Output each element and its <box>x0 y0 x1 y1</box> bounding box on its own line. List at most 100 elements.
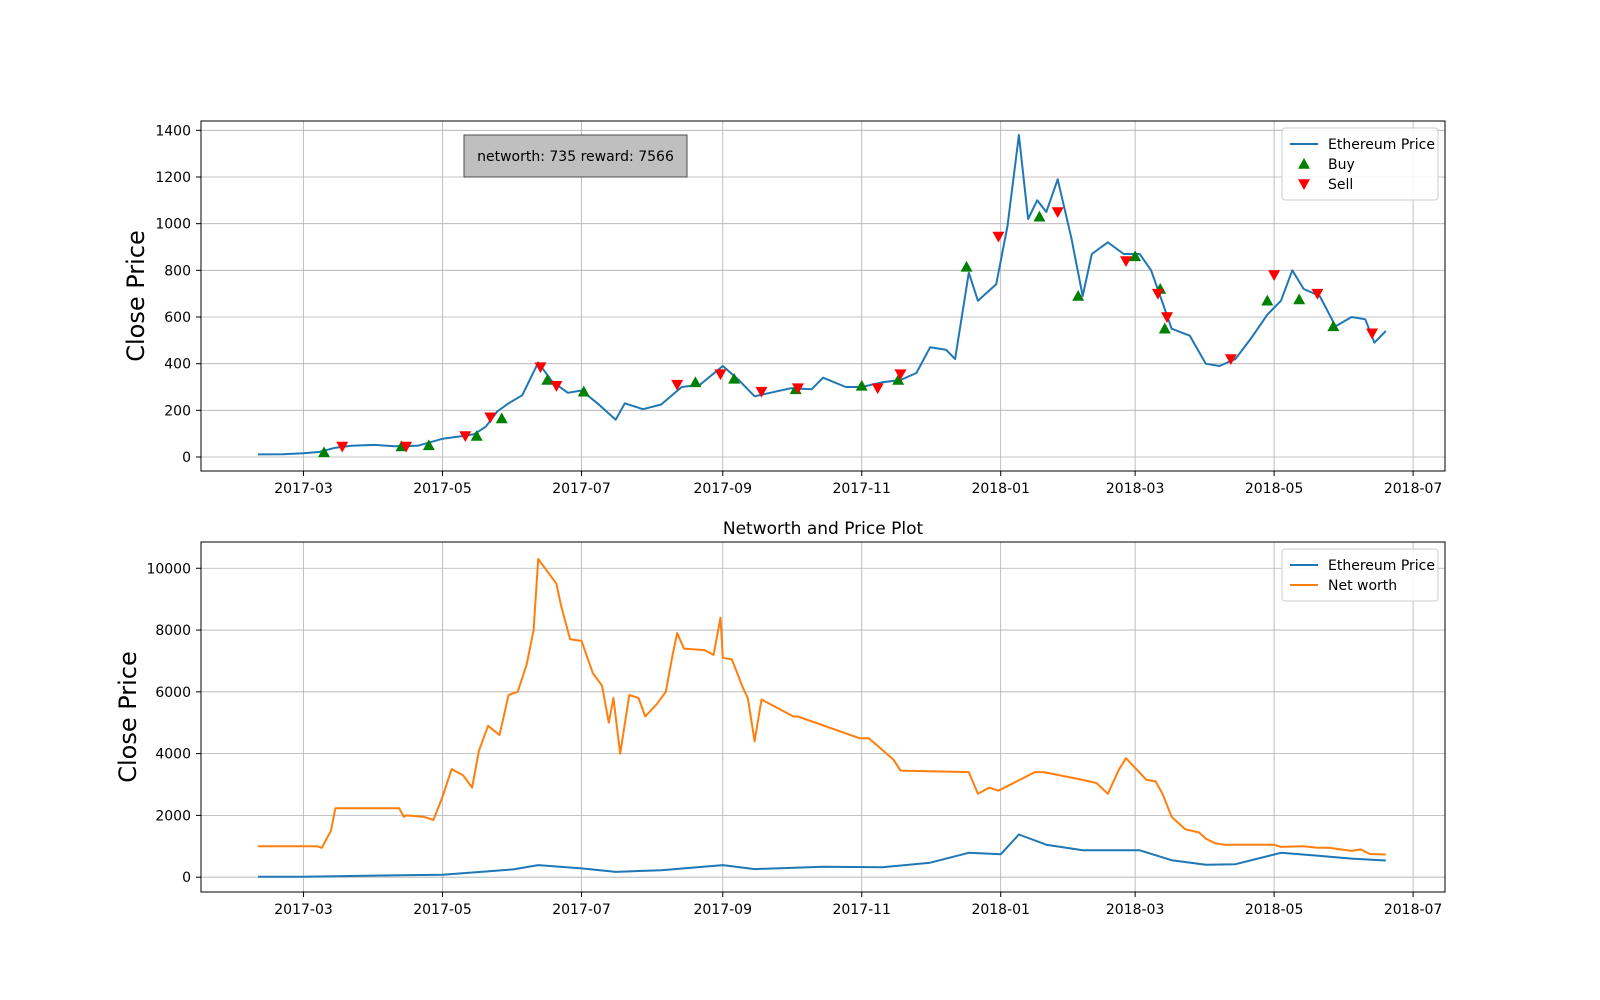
y-tick-label: 1200 <box>155 170 191 186</box>
sell-marker <box>534 362 547 374</box>
x-axis-ticks: 2017-03 2017-05 2017-07 2017-09 2017-11 2018-… <box>274 471 1442 497</box>
x-tick-label: 2018-03 <box>1106 902 1165 918</box>
x-tick-label: 2018-05 <box>1245 902 1304 918</box>
legend-label: Sell <box>1328 177 1353 193</box>
x-tick-label: 2018-01 <box>971 902 1030 918</box>
legend: Ethereum Price Buy Sell <box>1281 127 1439 201</box>
sell-marker <box>1311 288 1324 300</box>
series-line-ethereum-price <box>257 833 1386 878</box>
x-tick-label: 2017-03 <box>274 481 333 497</box>
sell-marker <box>1051 207 1064 218</box>
sell-marker <box>400 441 413 453</box>
x-tick-label: 2018-05 <box>1245 481 1304 497</box>
series-layer <box>257 134 1387 456</box>
buy-marker <box>1129 250 1142 262</box>
series-line-net-worth <box>258 558 1386 856</box>
sell-marker <box>1151 288 1164 300</box>
legend-label: Net worth <box>1328 578 1397 594</box>
buy-marker <box>541 374 554 385</box>
sell-marker <box>1120 256 1133 267</box>
sell-marker <box>1224 354 1237 365</box>
x-tick-label: 2017-11 <box>832 481 891 497</box>
legend-swatch <box>1298 179 1310 190</box>
y-axis-label: Close Price <box>114 651 142 783</box>
y-tick-label: 600 <box>164 310 191 326</box>
y-tick-label: 8000 <box>155 623 191 639</box>
sell-marker <box>484 412 497 424</box>
annotation-text: networth: 735 reward: 7566 <box>477 149 674 165</box>
sell-marker <box>894 369 907 381</box>
legend-label: Ethereum Price <box>1328 137 1435 153</box>
y-tick-label: 0 <box>182 870 191 886</box>
buy-marker <box>470 430 483 441</box>
x-tick-label: 2018-01 <box>971 481 1030 497</box>
sell-marker <box>1161 312 1174 323</box>
buy-marker <box>1158 322 1171 334</box>
x-tick-label: 2017-03 <box>274 902 333 918</box>
buy-marker <box>855 379 868 391</box>
y-axis-ticks: 0 2000 4000 6000 8000 10000 <box>146 561 201 886</box>
legend-box <box>1281 127 1439 201</box>
grid <box>201 121 1445 471</box>
buy-marker <box>892 374 905 385</box>
buy-marker <box>1033 210 1046 222</box>
networth-price-chart: 2017-03 2017-05 2017-07 2017-09 2017-11 2018-… <box>114 519 1446 918</box>
grid <box>201 542 1445 892</box>
y-tick-label: 2000 <box>155 808 191 824</box>
y-tick-label: 0 <box>182 450 191 466</box>
x-tick-label: 2017-09 <box>694 481 753 497</box>
buy-marker <box>689 376 702 388</box>
axes-frame <box>200 541 1446 893</box>
axes-frame <box>200 120 1446 472</box>
chart-title: Networth and Price Plot <box>723 519 924 539</box>
series-layer <box>257 558 1386 878</box>
buy-marker <box>960 260 973 272</box>
x-tick-label: 2017-05 <box>413 902 472 918</box>
x-tick-label: 2017-09 <box>694 902 753 918</box>
price-trades-chart: 2017-03 2017-05 2017-07 2017-09 2017-11 2018-… <box>122 120 1446 497</box>
x-tick-label: 2018-03 <box>1106 481 1165 497</box>
sell-marker <box>755 386 768 398</box>
legend: Ethereum Price Net worth <box>1281 548 1439 602</box>
x-tick-label: 2017-05 <box>413 481 472 497</box>
y-tick-label: 4000 <box>155 747 191 763</box>
buy-marker <box>318 446 331 458</box>
y-tick-label: 1000 <box>155 217 191 233</box>
legend-swatch <box>1298 158 1310 169</box>
x-tick-label: 2017-07 <box>552 902 611 918</box>
x-tick-label: 2017-11 <box>832 902 891 918</box>
sell-marker <box>671 379 684 391</box>
series-line-ethereum-price <box>257 134 1387 456</box>
y-tick-label: 6000 <box>155 685 191 701</box>
sell-marker <box>714 369 727 381</box>
plot-frame <box>200 541 1446 893</box>
buy-marker <box>728 372 741 384</box>
sell-marker <box>791 383 804 395</box>
legend-label: Buy <box>1328 157 1355 173</box>
buy-marker <box>422 439 435 451</box>
sell-marker <box>459 431 472 442</box>
sell-marker <box>336 441 349 453</box>
sell-marker <box>992 231 1005 243</box>
buy-marker <box>1293 293 1306 305</box>
y-tick-label: 10000 <box>146 561 191 577</box>
sell-marker <box>871 383 884 395</box>
buy-marker <box>1072 290 1085 301</box>
plot-frame <box>200 120 1446 472</box>
legend-box <box>1281 548 1439 602</box>
buy-marker <box>577 385 590 397</box>
y-tick-label: 1400 <box>155 123 191 139</box>
y-axis-ticks: 0 200 400 600 800 1000 1200 1400 <box>155 123 201 466</box>
y-tick-label: 400 <box>164 357 191 373</box>
annotation-box: networth: 735 reward: 7566 <box>463 134 688 178</box>
x-tick-label: 2018-07 <box>1384 902 1443 918</box>
buy-marker <box>495 412 508 424</box>
sell-marker <box>1366 328 1379 340</box>
x-tick-label: 2017-07 <box>552 481 611 497</box>
legend-label: Ethereum Price <box>1328 558 1435 574</box>
buy-marker <box>1327 320 1340 332</box>
buy-marker <box>1261 294 1274 306</box>
sell-marker <box>550 381 563 392</box>
y-axis-label: Close Price <box>122 230 150 362</box>
